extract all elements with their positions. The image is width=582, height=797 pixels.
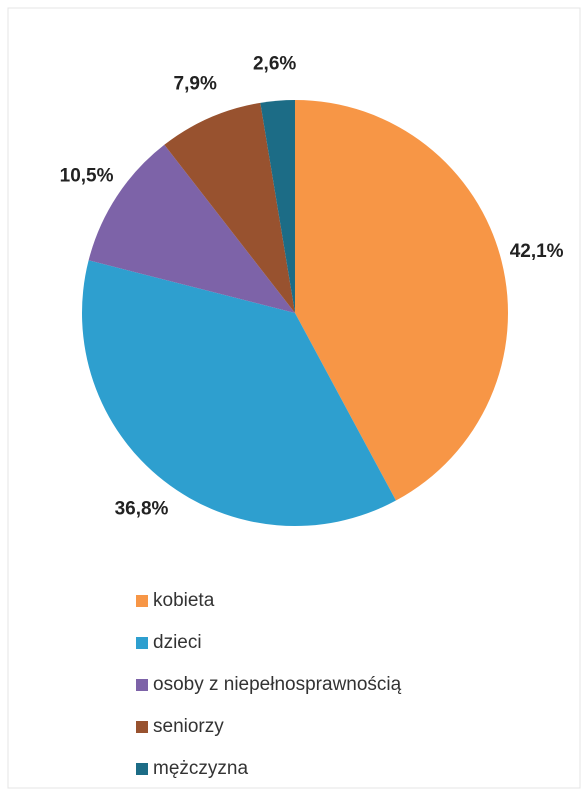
legend-label: mężczyzna [153, 758, 248, 779]
data-label: 7,9% [174, 74, 217, 95]
data-label: 42,1% [510, 241, 564, 262]
legend-swatch [136, 721, 148, 733]
data-label: 36,8% [115, 498, 169, 519]
legend-label: seniorzy [153, 716, 224, 737]
pie-slice [260, 100, 295, 313]
pie-slice [295, 100, 508, 501]
legend-swatch [136, 763, 148, 775]
legend-swatch [136, 595, 148, 607]
data-label: 10,5% [60, 165, 114, 186]
pie-slice [164, 102, 295, 314]
pie-slice [82, 260, 396, 527]
legend-label: dzieci [153, 632, 202, 653]
legend-swatch [136, 637, 148, 649]
legend-label: kobieta [153, 590, 215, 611]
data-label: 2,6% [253, 54, 296, 75]
legend-swatch [136, 679, 148, 691]
frame [7, 7, 581, 789]
legend-label: osoby z niepełnosprawnością [153, 674, 402, 695]
pie-slice [88, 144, 295, 313]
